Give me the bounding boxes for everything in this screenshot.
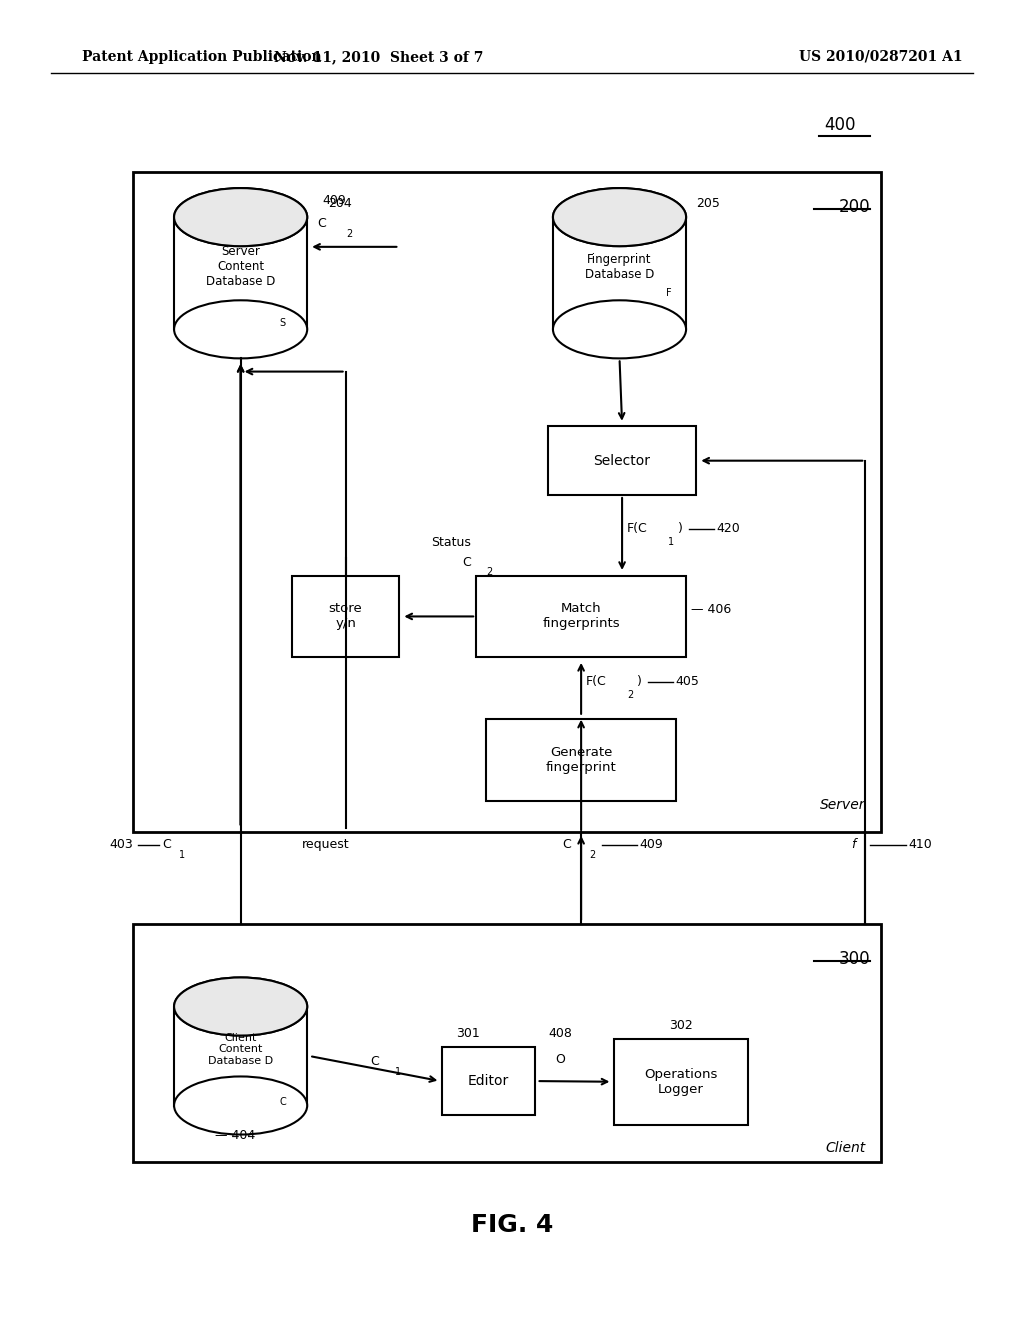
Text: Selector: Selector: [594, 454, 650, 467]
Text: — 406: — 406: [691, 603, 731, 616]
FancyBboxPatch shape: [174, 216, 307, 329]
Text: C: C: [280, 1097, 287, 1107]
Text: 400: 400: [824, 116, 855, 135]
FancyBboxPatch shape: [174, 1006, 307, 1106]
Ellipse shape: [553, 187, 686, 246]
Ellipse shape: [174, 187, 307, 246]
Text: 1: 1: [179, 850, 185, 861]
Text: 410: 410: [908, 838, 932, 851]
Text: — 404: — 404: [215, 1129, 256, 1142]
FancyBboxPatch shape: [548, 426, 696, 495]
Text: Patent Application Publication: Patent Application Publication: [82, 50, 322, 63]
Ellipse shape: [174, 187, 307, 246]
Text: 1: 1: [669, 537, 674, 546]
Text: 420: 420: [717, 523, 740, 535]
Text: 408: 408: [548, 1027, 572, 1040]
Text: ): ): [637, 676, 642, 688]
Text: 409: 409: [639, 838, 664, 851]
FancyBboxPatch shape: [133, 172, 881, 832]
Ellipse shape: [174, 977, 307, 1035]
Text: Server
Content
Database D: Server Content Database D: [206, 246, 275, 288]
Text: C: C: [562, 838, 571, 851]
Text: 300: 300: [839, 950, 870, 969]
Text: store
y/n: store y/n: [329, 602, 362, 631]
Text: 405: 405: [676, 676, 699, 688]
Text: Match
fingerprints: Match fingerprints: [543, 602, 620, 631]
Text: 2: 2: [486, 566, 493, 577]
Text: 2: 2: [590, 850, 596, 861]
Text: request: request: [302, 838, 350, 851]
Text: O: O: [555, 1053, 565, 1067]
Text: Nov. 11, 2010  Sheet 3 of 7: Nov. 11, 2010 Sheet 3 of 7: [274, 50, 483, 63]
Text: C: C: [162, 838, 171, 851]
Text: 302: 302: [669, 1019, 693, 1032]
Text: 301: 301: [456, 1027, 480, 1040]
Text: 2: 2: [346, 228, 352, 239]
Text: 2: 2: [627, 690, 634, 700]
Text: 403: 403: [110, 838, 133, 851]
FancyBboxPatch shape: [553, 216, 686, 329]
Text: Status: Status: [431, 536, 471, 549]
FancyBboxPatch shape: [614, 1039, 748, 1125]
Text: F: F: [666, 288, 671, 298]
Text: 200: 200: [839, 198, 870, 216]
Text: Generate
fingerprint: Generate fingerprint: [546, 746, 616, 775]
FancyBboxPatch shape: [292, 576, 399, 657]
Text: Server: Server: [820, 797, 865, 812]
Text: ): ): [679, 523, 683, 535]
FancyBboxPatch shape: [476, 576, 686, 657]
Ellipse shape: [553, 300, 686, 359]
Text: C: C: [462, 556, 471, 569]
Ellipse shape: [174, 1077, 307, 1134]
Text: Operations
Logger: Operations Logger: [644, 1068, 718, 1096]
Text: FIG. 4: FIG. 4: [471, 1213, 553, 1237]
FancyBboxPatch shape: [442, 1047, 535, 1115]
Text: 1: 1: [395, 1067, 401, 1077]
Text: f: f: [851, 838, 855, 851]
Text: Fingerprint
Database D: Fingerprint Database D: [585, 252, 654, 281]
Text: 409: 409: [323, 194, 346, 207]
Ellipse shape: [553, 187, 686, 246]
Text: F(C: F(C: [627, 523, 648, 535]
Text: 204: 204: [328, 198, 351, 210]
Text: C: C: [371, 1055, 379, 1068]
FancyBboxPatch shape: [133, 924, 881, 1162]
Ellipse shape: [174, 300, 307, 359]
Text: C: C: [317, 216, 327, 230]
Ellipse shape: [174, 977, 307, 1035]
Text: Editor: Editor: [468, 1074, 509, 1088]
Text: S: S: [280, 318, 286, 329]
Text: 205: 205: [696, 198, 720, 210]
Text: Client
Content
Database D: Client Content Database D: [208, 1032, 273, 1067]
Text: Client: Client: [825, 1140, 865, 1155]
FancyBboxPatch shape: [486, 719, 676, 801]
Text: F(C: F(C: [586, 676, 607, 688]
Text: US 2010/0287201 A1: US 2010/0287201 A1: [799, 50, 963, 63]
